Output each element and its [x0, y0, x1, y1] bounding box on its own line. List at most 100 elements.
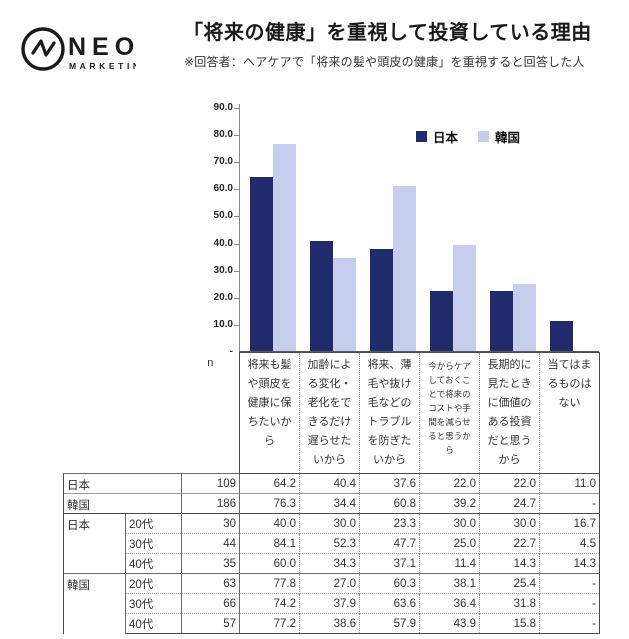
y-axis-tick-label: 60.0: [213, 183, 233, 195]
y-axis-tick-label: 10.0: [213, 318, 233, 330]
row-age-label: 30代: [125, 593, 182, 614]
value-cell: -: [539, 573, 600, 594]
value-cell: -: [539, 493, 600, 514]
value-cell: 60.8: [359, 493, 420, 514]
row-group-label: 韓国: [63, 573, 126, 634]
value-cell: 15.8: [479, 613, 540, 634]
logo-brand-text: NEO: [68, 33, 136, 61]
bar-group: [360, 104, 420, 351]
row-age-label: 40代: [125, 553, 182, 574]
bar-group: [240, 104, 300, 351]
category-column-header: 将来、薄毛や抜け毛などのトラブルを防ぎたいから: [359, 352, 420, 474]
row-group-label: 日本: [63, 473, 182, 494]
y-axis-tick-label: 50.0: [213, 210, 233, 222]
data-table-wrap: n 将来も髪や頭皮を健康に保ちたいから 加齢による変化・老化をできるだけ遅らせたいか…: [63, 352, 600, 634]
bar-日本-1: [310, 241, 333, 351]
value-cell: 22.0: [419, 473, 480, 494]
category-column-header: 加齢による変化・老化をできるだけ遅らせたいから: [299, 352, 360, 474]
value-cell: 14.3: [479, 553, 540, 574]
value-cell: 25.0: [419, 533, 480, 554]
header-spacer: [63, 352, 126, 474]
row-age-label: 40代: [125, 613, 182, 634]
value-cell: 63.6: [359, 593, 420, 614]
value-cell: 14.3: [539, 553, 600, 574]
value-cell: 39.2: [419, 493, 480, 514]
y-axis-tick-label: 70.0: [213, 156, 233, 168]
value-cell: 24.7: [479, 493, 540, 514]
value-cell: 74.2: [239, 593, 300, 614]
y-axis-tick-mark: [234, 270, 239, 272]
value-cell: 30.0: [299, 513, 360, 534]
y-axis-tick-label: -: [229, 346, 233, 357]
legend-label: 日本: [433, 131, 459, 145]
bar-日本-3: [430, 291, 453, 351]
bar-group: [480, 104, 540, 351]
legend-swatch-icon: [478, 131, 490, 142]
value-cell: 38.1: [419, 573, 480, 594]
value-cell: 16.7: [539, 513, 600, 534]
row-group-label: 日本: [63, 513, 126, 574]
bar-日本-0: [250, 176, 273, 351]
y-axis-tick-label: 20.0: [213, 291, 233, 303]
n-value-cell: 186: [181, 493, 240, 514]
n-column-header: n: [181, 352, 240, 474]
value-cell: 76.3: [239, 493, 300, 514]
row-group-label: 韓国: [63, 493, 182, 514]
value-cell: 27.0: [299, 573, 360, 594]
row-age-label: 20代: [125, 513, 182, 534]
value-cell: 57.9: [359, 613, 420, 634]
table-row: 日本 20代 30 40.0 30.0 23.3 30.0 30.0 16.7: [63, 513, 600, 574]
value-cell: 47.7: [359, 533, 420, 554]
value-cell: 37.6: [359, 473, 420, 494]
bar-韓国-1: [333, 257, 356, 351]
table-row: 40代 57 77.2 38.6 57.9 43.9 15.8-: [64, 613, 600, 634]
y-axis-tick-mark: [234, 108, 239, 109]
table-row: 30代 44 84.1 52.3 47.7 25.0 22.7 4.5: [64, 533, 600, 554]
y-axis-tick-label: 90.0: [213, 102, 233, 113]
y-axis-tick-mark: [234, 216, 239, 218]
n-value-cell: 35: [181, 553, 240, 574]
bar-韓国-2: [393, 186, 416, 351]
value-cell: 22.7: [479, 533, 540, 554]
legend-item: 韓国: [478, 127, 520, 146]
logo-circle-icon: [21, 27, 65, 71]
value-cell: 60.0: [239, 553, 300, 574]
n-value-cell: 63: [181, 573, 240, 594]
table-row: 40代 35 60.0 34.3 37.1 11.4 14.3 14.3: [64, 553, 600, 574]
y-axis-tick-mark: [234, 324, 239, 326]
value-cell: 77.8: [239, 573, 300, 594]
bar-日本-2: [370, 249, 393, 351]
n-value-cell: 44: [181, 533, 240, 554]
value-cell: -: [539, 613, 600, 634]
value-cell: 4.5: [539, 533, 600, 554]
bar-chart-plot: [239, 104, 599, 352]
category-column-header: 長期的に見たときに価値のある投資だと思うから: [479, 352, 540, 474]
value-cell: 43.9: [419, 613, 480, 634]
category-column-header: 当てはまるものはない: [539, 352, 600, 474]
value-cell: 38.6: [299, 613, 360, 634]
bar-group: [300, 104, 360, 351]
legend-swatch-icon: [416, 131, 427, 142]
value-cell: 23.3: [359, 513, 420, 534]
table-header-row: n 将来も髪や頭皮を健康に保ちたいから 加齢による変化・老化をできるだけ遅らせたいか…: [63, 352, 600, 474]
value-cell: 30.0: [479, 513, 540, 534]
bar-日本-4: [490, 291, 513, 351]
y-axis-tick-mark: [234, 135, 239, 137]
page-title: 「将来の健康」を重視して投資している理由: [183, 22, 592, 44]
bar-韓国-4: [513, 284, 536, 351]
y-axis-tick-label: 40.0: [213, 237, 233, 249]
bar-韓国-0: [273, 144, 296, 351]
value-cell: 11.4: [419, 553, 480, 574]
category-column-header: 今からケアしておくことで将来のコストや手間を減らせると思うから: [419, 352, 480, 474]
value-cell: 52.3: [299, 533, 360, 554]
table-row: 日本 109 64.2 40.4 37.6 22.0 22.0 11.0: [63, 473, 600, 494]
value-cell: 36.4: [419, 593, 480, 614]
header-spacer: [125, 352, 182, 474]
row-age-label: 20代: [125, 573, 182, 594]
bar-group: [420, 104, 480, 351]
row-age-label: 30代: [125, 533, 182, 554]
n-value-cell: 109: [181, 473, 240, 494]
value-cell: 40.4: [299, 473, 360, 494]
n-value-cell: 57: [181, 613, 240, 634]
